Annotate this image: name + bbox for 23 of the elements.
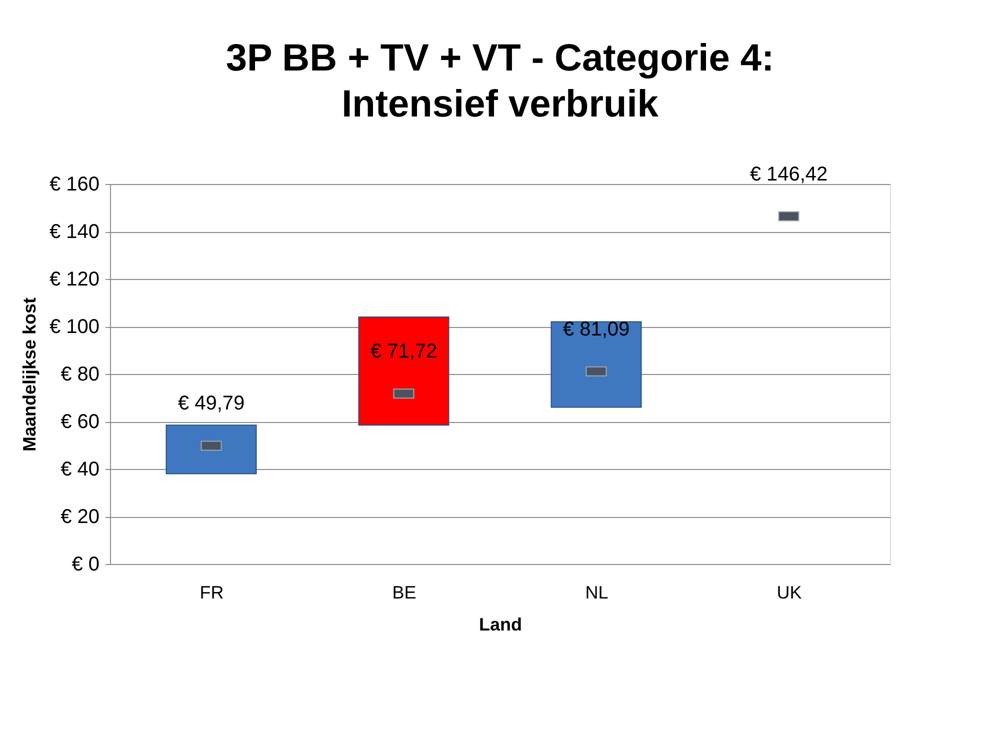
y-tick-label: € 20 (60, 506, 100, 528)
data-label: € 49,79 (178, 392, 245, 415)
y-tick-label: € 80 (60, 364, 100, 386)
y-tick-label: € 120 (49, 268, 100, 290)
y-tick-label: € 0 (72, 554, 100, 576)
data-label: € 81,09 (562, 318, 630, 340)
x-axis-title: Land (479, 614, 522, 634)
x-tick-label: FR (200, 582, 224, 602)
x-tick-label: NL (585, 582, 608, 602)
x-tick-label: UK (776, 582, 802, 602)
x-tick-label: BE (392, 582, 416, 602)
bar (166, 424, 257, 474)
data-label: € 71,72 (370, 340, 438, 363)
chart-title: 3P BB + TV + VT - Categorie 4: Intensief verbruik (226, 37, 774, 126)
bar (358, 316, 450, 426)
data-label: € 146,42 (750, 163, 828, 186)
y-tick-label: € 40 (60, 458, 100, 480)
bar (550, 321, 642, 408)
y-tick-label: € 160 (49, 174, 100, 196)
y-tick-label: € 140 (49, 221, 100, 243)
y-tick-label: € 100 (49, 316, 100, 338)
y-axis-title: Maandelijkse kost (19, 297, 40, 452)
y-tick-label: € 60 (60, 411, 100, 433)
